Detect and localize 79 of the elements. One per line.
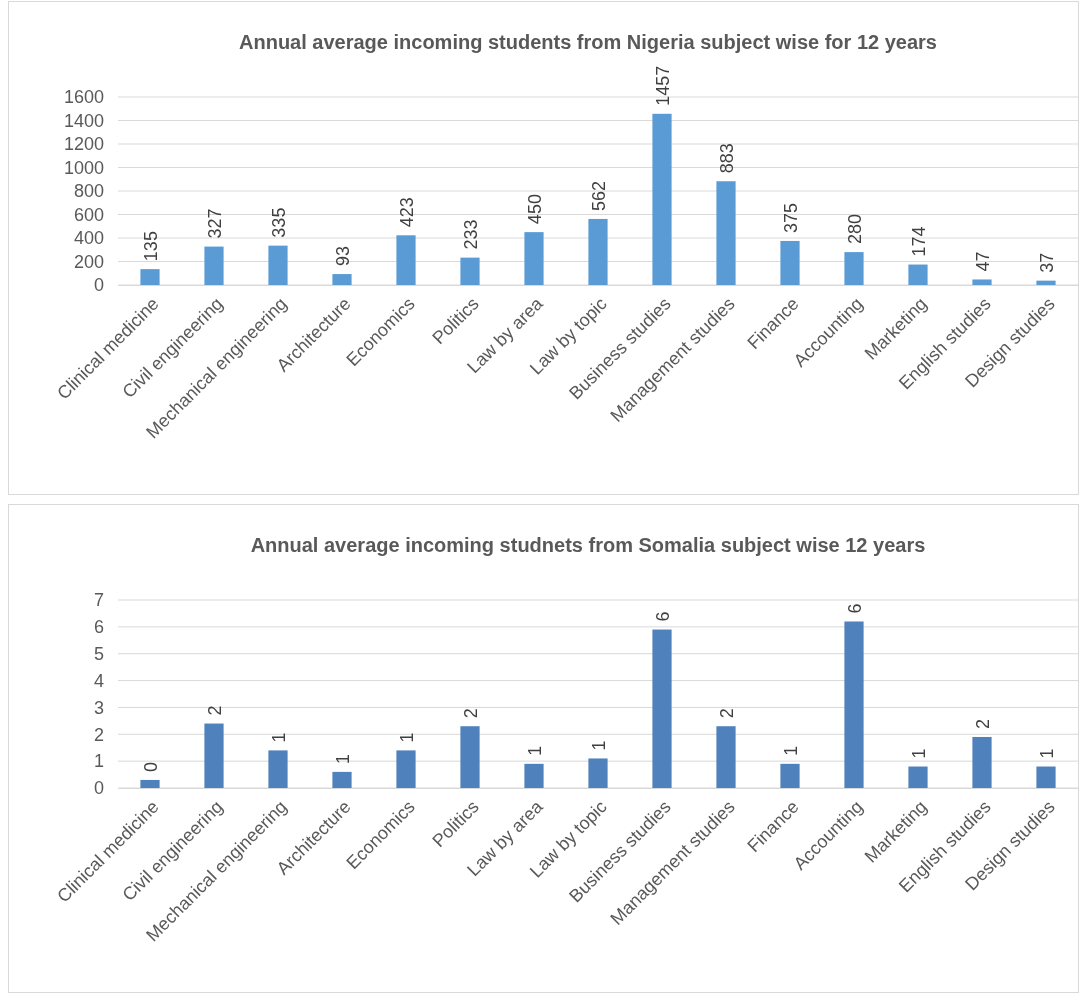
y-tick-label: 7 <box>93 590 104 611</box>
bar <box>780 763 800 788</box>
y-tick-label: 1 <box>93 751 104 772</box>
y-tick-label: 1000 <box>63 157 104 178</box>
data-label: 1 <box>909 748 929 759</box>
data-label: 174 <box>909 226 929 257</box>
data-label: 37 <box>1037 252 1057 273</box>
bar <box>908 264 928 285</box>
data-label: 1 <box>1037 748 1057 759</box>
bar <box>1036 280 1056 285</box>
y-tick-label: 5 <box>93 643 104 664</box>
bar <box>268 245 288 285</box>
data-label: 1 <box>333 753 353 764</box>
bar <box>972 736 992 788</box>
data-label: 2 <box>461 708 481 719</box>
y-tick-label: 0 <box>93 778 104 799</box>
data-label: 423 <box>397 197 417 228</box>
bar <box>716 726 736 788</box>
y-tick-label: 0 <box>93 275 104 296</box>
y-tick-label: 4 <box>93 670 104 691</box>
data-label: 2 <box>973 718 993 729</box>
data-label: 1 <box>525 745 545 756</box>
bar <box>460 257 480 285</box>
bar <box>332 771 352 788</box>
data-label: 375 <box>781 202 801 233</box>
bar <box>588 218 608 285</box>
bar <box>780 240 800 285</box>
y-tick-label: 6 <box>93 617 104 638</box>
data-label: 2 <box>717 708 737 719</box>
bar <box>140 269 160 285</box>
bar <box>908 766 928 788</box>
bar <box>204 723 224 788</box>
data-label: 135 <box>141 231 161 262</box>
data-label: 562 <box>589 180 609 211</box>
data-label: 335 <box>269 207 289 238</box>
y-tick-label: 200 <box>73 251 104 272</box>
data-label: 883 <box>717 143 737 174</box>
bar <box>524 232 544 285</box>
chart-title: Annual average incoming students from Nigeria subject wise for 12 years <box>239 31 937 53</box>
data-label: 93 <box>333 246 353 267</box>
bar <box>140 779 160 788</box>
data-label: 47 <box>973 251 993 272</box>
data-label: 1 <box>781 745 801 756</box>
bar <box>652 113 672 285</box>
bar <box>588 758 608 788</box>
bar <box>524 763 544 788</box>
bar <box>396 750 416 788</box>
bar <box>652 629 672 788</box>
data-label: 280 <box>845 214 865 245</box>
bar <box>1036 766 1056 788</box>
data-label: 1 <box>589 740 609 751</box>
data-label: 450 <box>525 194 545 225</box>
chart-title: Annual average incoming studnets from Somalia subject wise 12 years <box>250 534 926 556</box>
y-tick-label: 400 <box>73 228 104 249</box>
data-label: 233 <box>461 219 481 250</box>
bar <box>716 181 736 285</box>
y-tick-label: 1400 <box>63 110 104 131</box>
bar <box>268 750 288 788</box>
data-label: 1 <box>269 732 289 743</box>
data-label: 2 <box>205 705 225 716</box>
bar <box>844 252 864 285</box>
y-tick-label: 1600 <box>63 87 104 108</box>
y-tick-label: 2 <box>93 724 104 745</box>
y-tick-label: 600 <box>73 204 104 225</box>
bar <box>460 726 480 788</box>
data-label: 327 <box>205 208 225 239</box>
data-label: 0 <box>141 761 161 772</box>
data-label: 6 <box>653 611 673 622</box>
bar <box>844 621 864 788</box>
data-label: 6 <box>845 603 865 614</box>
bar <box>972 279 992 285</box>
data-label: 1457 <box>653 65 673 106</box>
bar <box>332 274 352 285</box>
y-tick-label: 1200 <box>63 134 104 155</box>
bar <box>396 235 416 285</box>
bar <box>204 246 224 285</box>
y-tick-label: 800 <box>73 181 104 202</box>
y-tick-label: 3 <box>93 697 104 718</box>
data-label: 1 <box>397 732 417 743</box>
